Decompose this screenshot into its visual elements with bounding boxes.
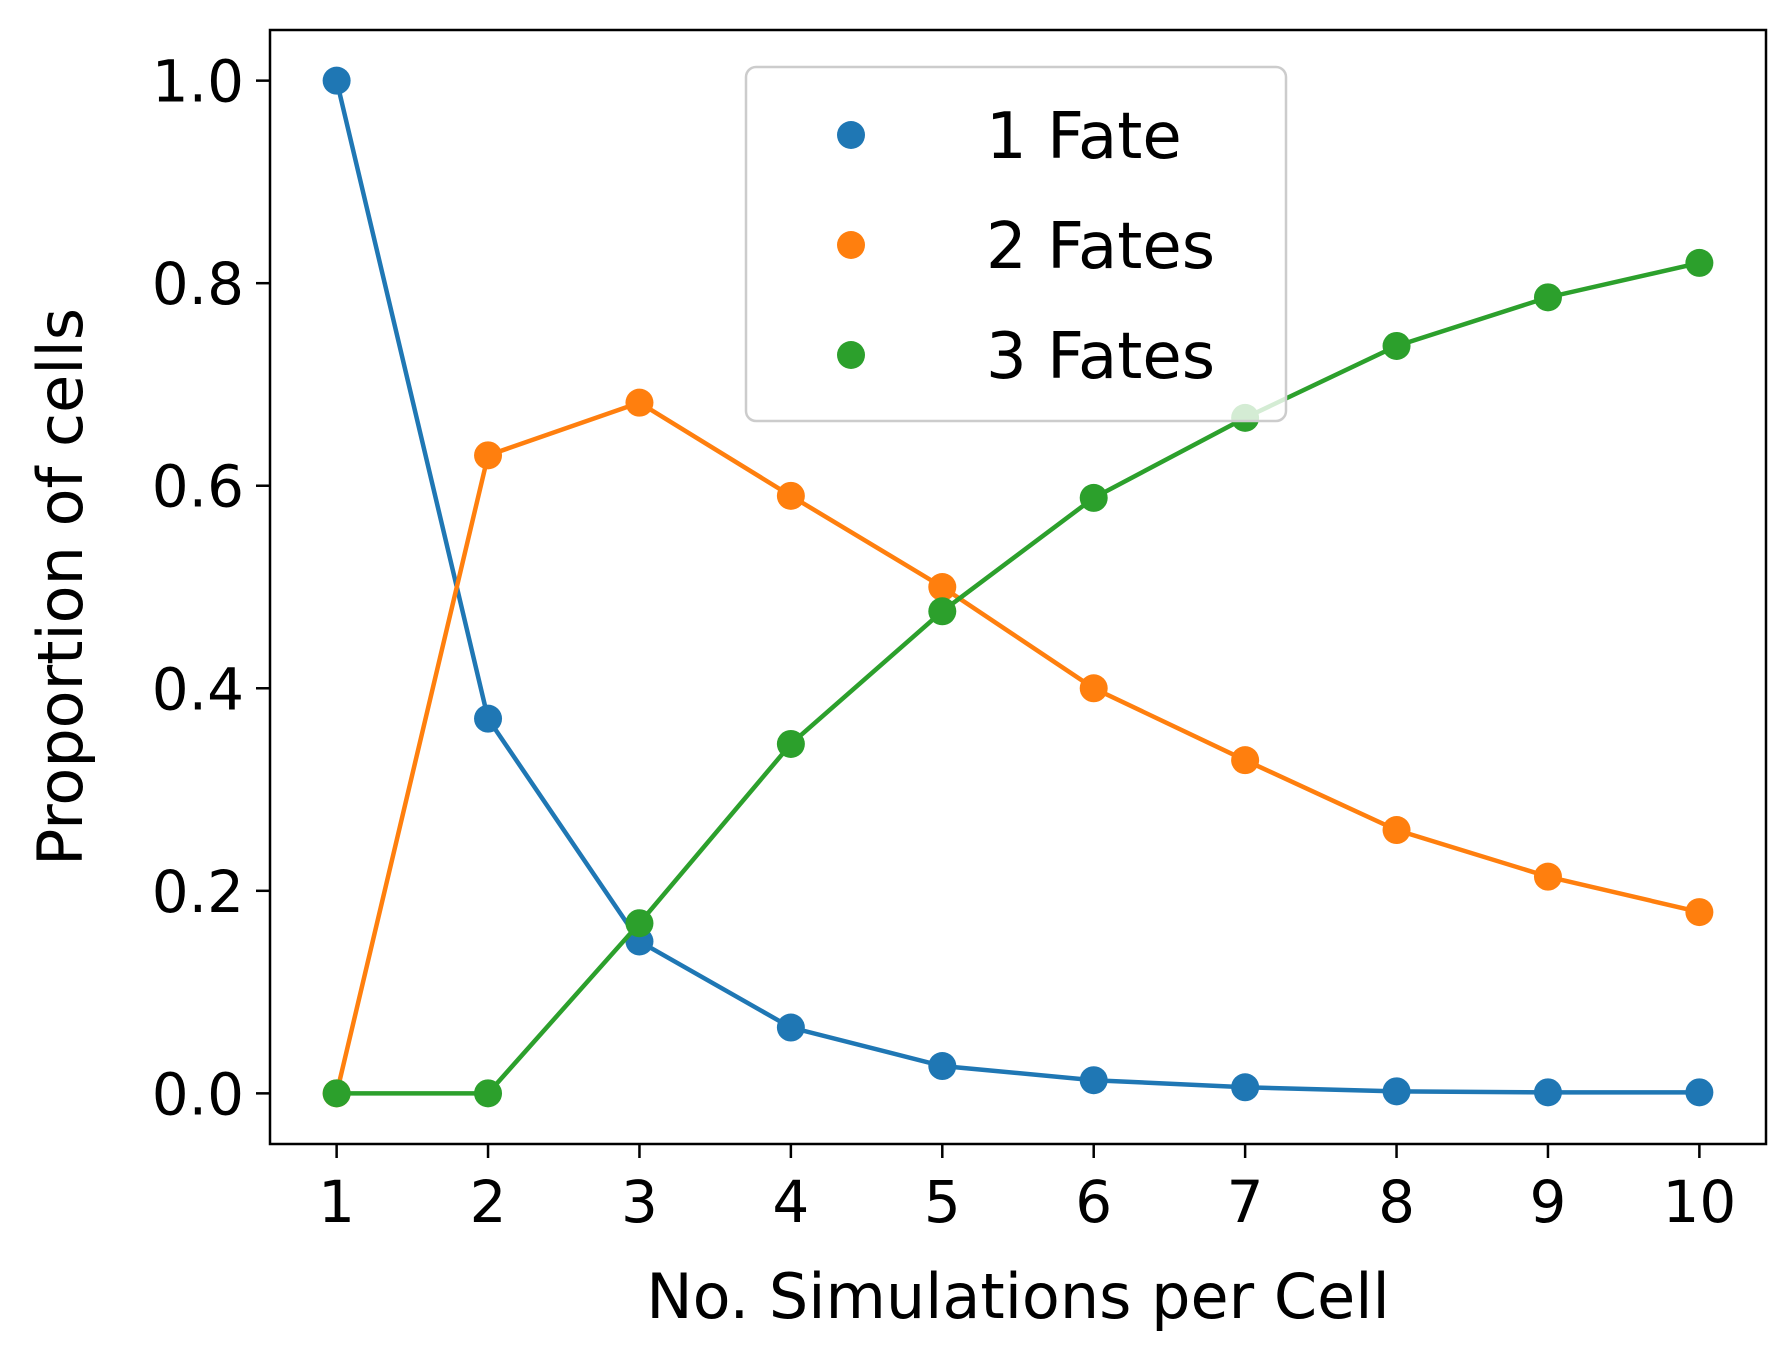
x-tick-label: 10 <box>1662 1168 1736 1236</box>
data-point-1-fate <box>474 704 503 733</box>
data-point-2-fates <box>928 573 957 601</box>
x-axis-label: No. Simulations per Cell <box>646 1260 1390 1333</box>
legend-marker <box>837 231 865 259</box>
y-tick-label: 0.2 <box>152 858 244 926</box>
data-point-2-fates <box>1079 674 1108 703</box>
data-point-1-fate <box>1685 1078 1714 1107</box>
y-axis-ticks: 0.0 0.2 0.4 0.6 0.8 1.0 <box>152 48 270 1128</box>
y-axis-label: Proportion of cells <box>24 308 97 866</box>
x-tick-label: 9 <box>1530 1168 1567 1236</box>
data-point-1-fate <box>1231 1073 1260 1102</box>
plot-frame <box>268 28 1768 1146</box>
x-tick-label: 2 <box>470 1168 507 1236</box>
x-tick-label: 8 <box>1378 1168 1415 1236</box>
y-tick-label: 1.0 <box>152 48 244 116</box>
data-point-1-fate <box>776 1013 805 1042</box>
data-point-1-fate <box>1079 1066 1108 1095</box>
x-tick-label: 5 <box>924 1168 961 1236</box>
legend-label: 2 Fates <box>986 210 1215 284</box>
data-point-1-fate <box>1533 1078 1562 1107</box>
data-point-3-fates <box>928 597 957 626</box>
x-tick-label: 1 <box>318 1168 355 1236</box>
data-point-1-fate <box>928 1052 957 1081</box>
data-point-2-fates <box>1533 862 1562 891</box>
x-tick-label: 6 <box>1075 1168 1112 1236</box>
data-point-3-fates <box>474 1079 503 1108</box>
data-point-2-fates <box>474 441 503 470</box>
data-point-1-fate <box>322 66 351 95</box>
x-tick-label: 3 <box>621 1168 658 1236</box>
legend-label: 1 Fate <box>986 100 1182 174</box>
data-point-3-fates <box>1685 248 1714 277</box>
data-point-3-fates <box>776 729 805 758</box>
x-tick-label: 7 <box>1227 1168 1264 1236</box>
x-axis-ticks: 1 2 3 4 5 6 7 8 9 10 <box>318 1144 1736 1236</box>
data-point-2-fates <box>1685 898 1714 927</box>
series-layer <box>322 66 1714 1108</box>
data-point-3-fates <box>1382 331 1411 360</box>
data-point-2-fates <box>776 481 805 510</box>
series-line-1-fate <box>334 80 1700 1095</box>
data-point-3-fates <box>322 1079 351 1108</box>
legend: 1 Fate 2 Fates 3 Fates <box>744 65 1288 423</box>
data-point-2-fates <box>1231 746 1260 775</box>
y-tick-label: 0.4 <box>152 655 244 723</box>
y-tick-label: 0.6 <box>152 453 244 521</box>
data-point-2-fates <box>625 388 654 417</box>
legend-box <box>744 65 1288 423</box>
y-tick-label: 0.0 <box>152 1060 244 1128</box>
x-tick-label: 4 <box>772 1168 809 1236</box>
data-point-3-fates <box>625 909 654 938</box>
series-1-fate <box>322 66 1714 1107</box>
legend-label: 3 Fates <box>986 320 1215 394</box>
series-line-3-fates <box>336 260 1700 1096</box>
data-point-3-fates <box>1079 483 1108 512</box>
legend-marker <box>837 121 865 149</box>
series-line-2-fates <box>334 400 1700 1094</box>
data-point-3-fates <box>1533 283 1562 312</box>
y-tick-label: 0.8 <box>152 250 244 318</box>
data-point-1-fate <box>1382 1077 1411 1106</box>
legend-marker <box>837 341 865 369</box>
data-point-2-fates <box>1382 816 1411 845</box>
